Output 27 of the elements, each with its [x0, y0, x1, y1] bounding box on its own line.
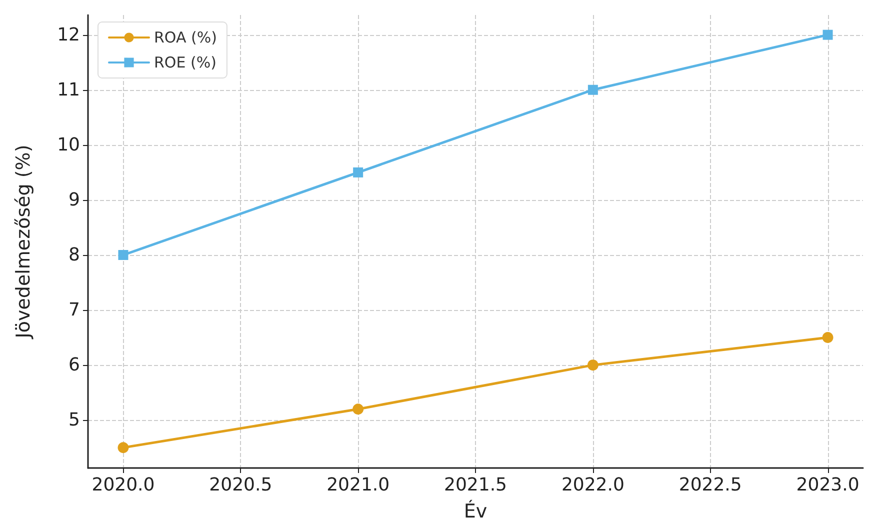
y-tick-label: 6	[68, 354, 80, 376]
y-tick-label: 10	[57, 134, 80, 156]
y-tick-label: 5	[68, 410, 80, 431]
legend-label: ROA (%)	[154, 28, 217, 46]
x-tick-label: 2020.0	[92, 474, 155, 496]
y-tick-label: 12	[57, 24, 80, 46]
legend-label: ROE (%)	[154, 54, 216, 72]
x-tick-label: 2021.5	[444, 474, 507, 496]
x-tick-label: 2020.5	[209, 474, 272, 496]
point	[118, 442, 129, 454]
x-tick-label: 2021.0	[326, 474, 390, 496]
point	[822, 332, 834, 344]
point	[588, 84, 598, 95]
x-tick-label: 2022.5	[678, 474, 742, 496]
y-tick-label: 8	[68, 244, 80, 266]
point	[118, 250, 128, 260]
point	[352, 404, 364, 415]
point	[353, 167, 364, 178]
x-tick-label: 2022.0	[561, 474, 624, 496]
y-tick-label: 9	[68, 189, 80, 210]
y-axis-title: Jövedelmezőség (%)	[12, 144, 34, 340]
point	[587, 360, 598, 371]
y-tick-label: 7	[68, 300, 80, 321]
y-tick-label: 11	[57, 79, 80, 100]
point	[822, 30, 833, 40]
x-axis-title: Év	[464, 500, 488, 522]
x-tick-label: 2023.0	[796, 474, 860, 496]
